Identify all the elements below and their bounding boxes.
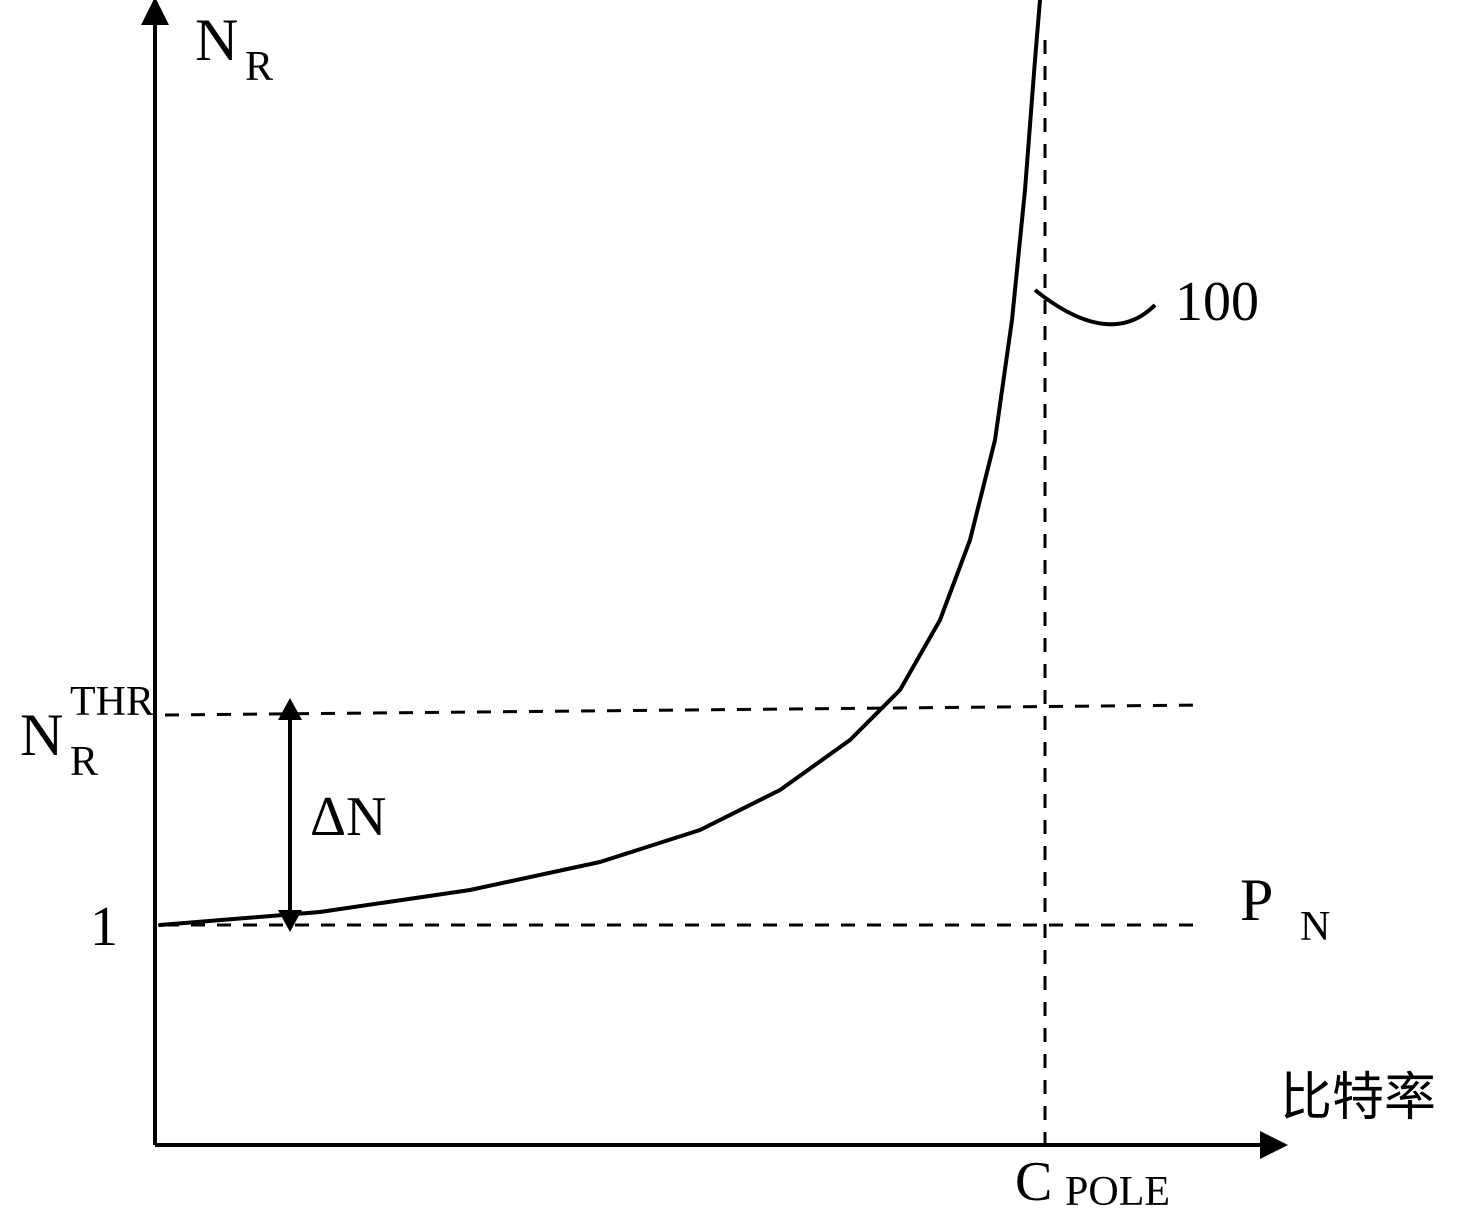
threshold-line [165,705,1200,715]
nr-thr-THR: THR [70,679,154,725]
x-axis-label-cn: 比特率 [1280,1070,1436,1127]
delta-n-label: ΔN [310,786,386,848]
curve-ref-label: 100 [1175,271,1259,333]
delta-n-arrow-down [278,910,302,932]
chart-svg: 100ΔNNRNRTHR1PNCPOLE比特率 [0,0,1484,1212]
delta-n-arrow-up [278,698,302,720]
nr-thr-R: R [70,739,98,785]
p-label-P: P [1240,867,1273,933]
y-axis-arrowhead [141,0,169,25]
y-axis-label-R: R [245,44,273,90]
nr-thr-N: N [20,702,63,768]
y-axis-label-N: N [195,7,238,73]
c-label-C: C [1015,1151,1052,1212]
tick-one: 1 [90,896,118,958]
p-label-N: N [1300,904,1330,950]
x-axis-arrowhead [1260,1131,1288,1159]
leader-line [1035,290,1155,324]
c-label-POLE: POLE [1065,1169,1170,1212]
